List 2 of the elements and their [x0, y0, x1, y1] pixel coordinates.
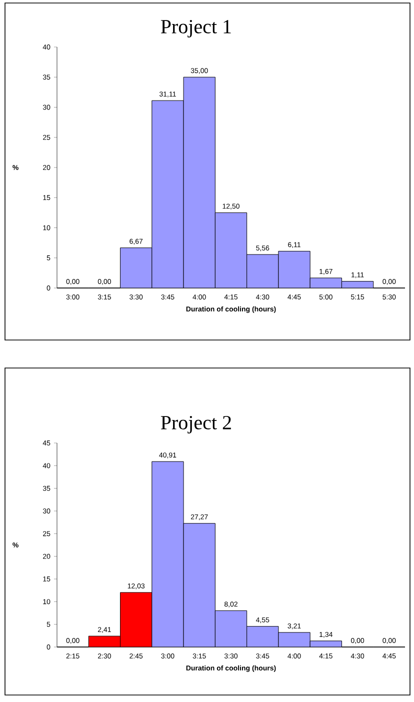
chart-title: Project 2 — [160, 416, 231, 434]
chart-title: Project 1 — [160, 20, 231, 38]
